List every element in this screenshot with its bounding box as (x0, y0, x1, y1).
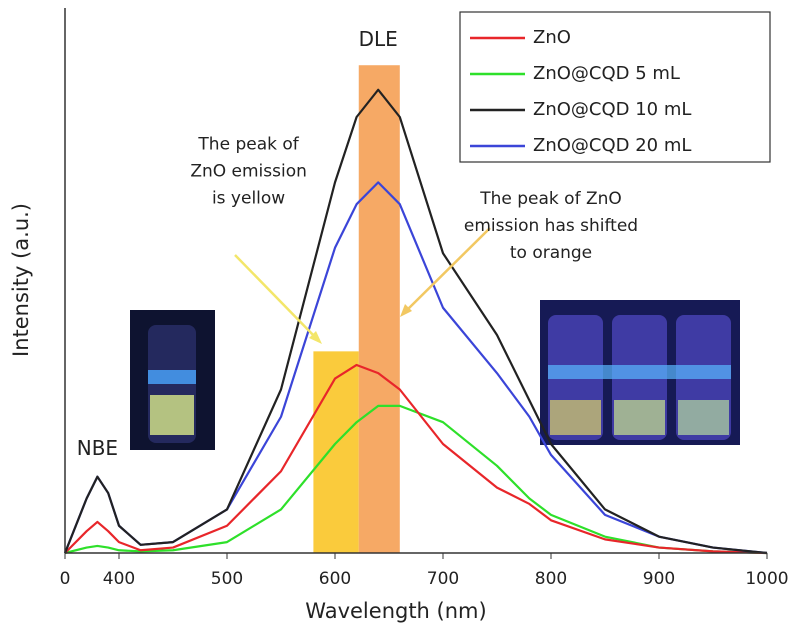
vial-photo (130, 310, 215, 450)
x-tick-label: 1000 (745, 569, 788, 589)
x-tick-label: 500 (211, 569, 243, 589)
annotation: NBE (77, 436, 118, 460)
legend-label: ZnO@CQD 20 mL (533, 135, 691, 156)
legend-label: ZnO@CQD 10 mL (533, 99, 691, 120)
annotation: ZnO emission (190, 161, 307, 181)
annotation: is yellow (212, 188, 285, 208)
legend-label: ZnO (533, 27, 571, 48)
annotation: The peak of ZnO (479, 189, 622, 209)
x-tick-label: 0 (60, 569, 71, 589)
arrow (405, 228, 490, 312)
chart: Wavelength (nm) Intensity (a.u.) 0 400 500… (0, 0, 792, 634)
legend-label: ZnO@CQD 5 mL (533, 63, 680, 84)
highlight-band (313, 351, 358, 553)
x-axis-label: Wavelength (nm) (305, 599, 486, 623)
annotation: emission has shifted (464, 216, 638, 236)
x-tick-label: 400 (103, 569, 135, 589)
x-tick-label: 600 (319, 569, 351, 589)
x-tick-label: 800 (535, 569, 567, 589)
annotation: DLE (359, 27, 398, 51)
annotation: The peak of (197, 134, 299, 154)
y-axis-label: Intensity (a.u.) (9, 203, 33, 357)
annotation: to orange (510, 243, 592, 263)
x-tick-label: 700 (427, 569, 459, 589)
vials-photo (540, 300, 740, 445)
highlight-band (359, 65, 400, 553)
x-tick-label: 900 (643, 569, 675, 589)
